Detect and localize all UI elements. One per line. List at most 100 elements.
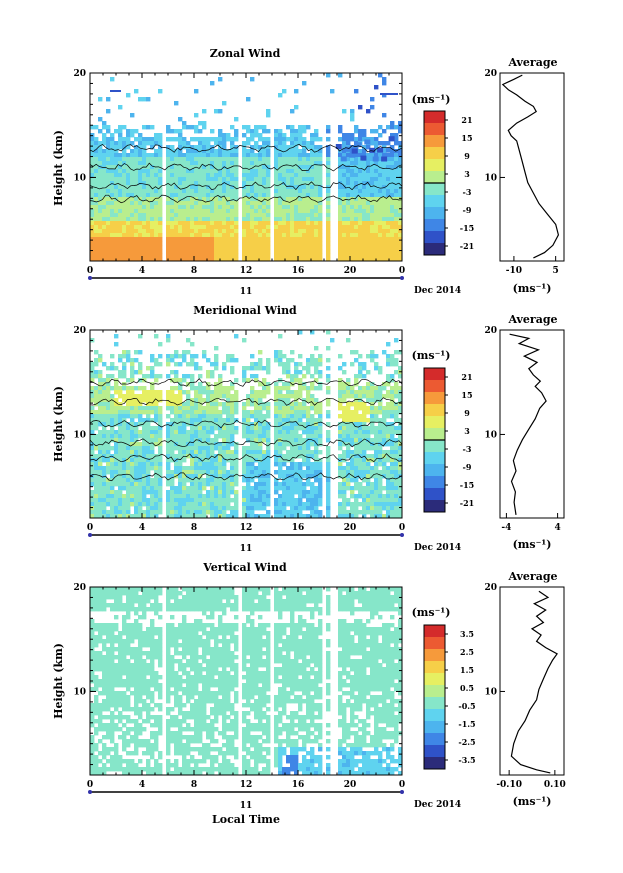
meridional-heatmap-cell bbox=[390, 450, 395, 455]
meridional-heatmap-cell bbox=[286, 414, 291, 419]
zonal-heatmap-cell bbox=[130, 225, 135, 230]
zonal-heatmap-cell bbox=[318, 205, 323, 210]
meridional-heatmap-cell bbox=[106, 494, 111, 499]
zonal-heatmap-cell bbox=[298, 225, 303, 230]
meridional-heatmap-cell bbox=[262, 422, 267, 427]
meridional-heatmap-cell bbox=[362, 418, 367, 423]
zonal-heatmap-cell bbox=[318, 169, 323, 174]
zonal-heatmap-cell bbox=[254, 257, 259, 262]
meridional-heatmap-cell bbox=[198, 470, 203, 475]
zonal-heatmap-cell bbox=[122, 181, 127, 186]
meridional-heatmap-cell bbox=[342, 442, 347, 447]
zonal-heatmap-cell bbox=[350, 193, 355, 198]
meridional-heatmap-cell bbox=[174, 490, 179, 495]
meridional-heatmap-cell bbox=[326, 466, 331, 471]
zonal-heatmap-cell bbox=[178, 177, 183, 182]
zonal-heatmap-cell bbox=[94, 169, 99, 174]
meridional-heatmap-cell bbox=[314, 438, 319, 443]
zonal-heatmap-cell bbox=[130, 201, 135, 206]
meridional-heatmap-cell bbox=[250, 474, 255, 479]
meridional-heatmap-cell bbox=[374, 506, 379, 511]
zonal-heatmap-cell bbox=[294, 237, 299, 242]
zonal-heatmap-cell bbox=[294, 137, 299, 142]
zonal-heatmap-cell bbox=[314, 185, 319, 190]
meridional-heatmap-cell bbox=[222, 442, 227, 447]
zonal-heatmap-cell bbox=[310, 217, 315, 222]
meridional-heatmap-cell bbox=[218, 506, 223, 511]
zonal-heatmap-cell bbox=[190, 213, 195, 218]
meridional-heatmap-cell bbox=[346, 406, 351, 411]
meridional-heatmap-cell bbox=[310, 502, 315, 507]
zonal-heatmap-cell bbox=[142, 169, 147, 174]
meridional-heatmap-cell bbox=[198, 446, 203, 451]
meridional-heatmap-cell bbox=[186, 502, 191, 507]
zonal-heatmap-cell bbox=[306, 185, 311, 190]
meridional-heatmap-cell bbox=[250, 354, 255, 359]
meridional-heatmap-cell bbox=[378, 434, 383, 439]
zonal-heatmap-cell bbox=[154, 213, 159, 218]
zonal-heatmap-cell bbox=[254, 201, 259, 206]
meridional-heatmap-cell bbox=[106, 458, 111, 463]
zonal-heatmap-cell bbox=[394, 133, 399, 138]
zonal-heatmap-cell bbox=[234, 249, 239, 254]
zonal-heatmap-cell bbox=[274, 165, 279, 170]
zonal-heatmap-cell bbox=[118, 245, 123, 250]
zonal-heatmap-cell bbox=[118, 225, 123, 230]
meridional-heatmap-cell bbox=[362, 406, 367, 411]
meridional-heatmap-cell bbox=[282, 382, 287, 387]
zonal-heatmap-cell bbox=[206, 141, 211, 146]
zonal-heatmap-cell bbox=[106, 97, 111, 102]
zonal-heatmap-cell bbox=[98, 97, 103, 102]
zonal-x-tick-label: 16 bbox=[292, 266, 305, 276]
zonal-x-tick-label: 0 bbox=[399, 266, 405, 276]
meridional-heatmap-cell bbox=[126, 426, 131, 431]
zonal-heatmap-cell bbox=[154, 193, 159, 198]
zonal-heatmap-cell bbox=[190, 257, 195, 262]
meridional-heatmap-cell bbox=[358, 394, 363, 399]
zonal-heatmap-cell bbox=[374, 149, 379, 154]
meridional-heatmap-cell bbox=[194, 506, 199, 511]
meridional-heatmap-cell bbox=[234, 406, 239, 411]
meridional-heatmap-cell bbox=[146, 482, 151, 487]
zonal-heatmap-cell bbox=[282, 137, 287, 142]
meridional-heatmap-cell bbox=[386, 394, 391, 399]
zonal-heatmap-cell bbox=[134, 197, 139, 202]
zonal-heatmap-cell bbox=[170, 185, 175, 190]
zonal-heatmap-cell bbox=[142, 225, 147, 230]
zonal-heatmap-cell bbox=[250, 213, 255, 218]
zonal-heatmap-cell bbox=[174, 161, 179, 166]
meridional-heatmap-cell bbox=[198, 438, 203, 443]
meridional-heatmap-cell bbox=[158, 502, 163, 507]
zonal-heatmap-cell bbox=[214, 161, 219, 166]
zonal-heatmap-cell bbox=[90, 209, 95, 214]
zonal-heatmap-cell bbox=[230, 213, 235, 218]
zonal-heatmap-cell bbox=[174, 177, 179, 182]
meridional-heatmap-cell bbox=[242, 462, 247, 467]
zonal-heatmap-cell bbox=[266, 225, 271, 230]
meridional-heatmap-cell bbox=[258, 398, 263, 403]
meridional-heatmap-cell bbox=[246, 458, 251, 463]
zonal-heatmap-cell bbox=[178, 193, 183, 198]
zonal-heatmap-cell bbox=[158, 237, 163, 242]
meridional-heatmap-cell bbox=[354, 462, 359, 467]
meridional-heatmap-cell bbox=[374, 474, 379, 479]
meridional-heatmap-cell bbox=[218, 486, 223, 491]
meridional-heatmap-cell bbox=[138, 486, 143, 491]
zonal-heatmap-cell bbox=[382, 141, 387, 146]
meridional-heatmap-cell bbox=[390, 358, 395, 363]
zonal-heatmap-cell bbox=[154, 217, 159, 222]
meridional-heatmap-cell bbox=[374, 354, 379, 359]
zonal-heatmap-cell bbox=[130, 221, 135, 226]
zonal-heatmap-cell bbox=[186, 185, 191, 190]
meridional-heatmap-cell bbox=[134, 426, 139, 431]
meridional-heatmap-cell bbox=[346, 498, 351, 503]
meridional-heatmap-cell bbox=[134, 494, 139, 499]
zonal-heatmap-cell bbox=[190, 233, 195, 238]
meridional-heatmap-cell bbox=[210, 374, 215, 379]
meridional-heatmap-cell bbox=[250, 402, 255, 407]
meridional-heatmap-cell bbox=[178, 390, 183, 395]
zonal-heatmap-cell bbox=[230, 177, 235, 182]
zonal-heatmap-cell bbox=[110, 253, 115, 258]
meridional-heatmap-cell bbox=[378, 390, 383, 395]
zonal-heatmap-cell bbox=[182, 217, 187, 222]
